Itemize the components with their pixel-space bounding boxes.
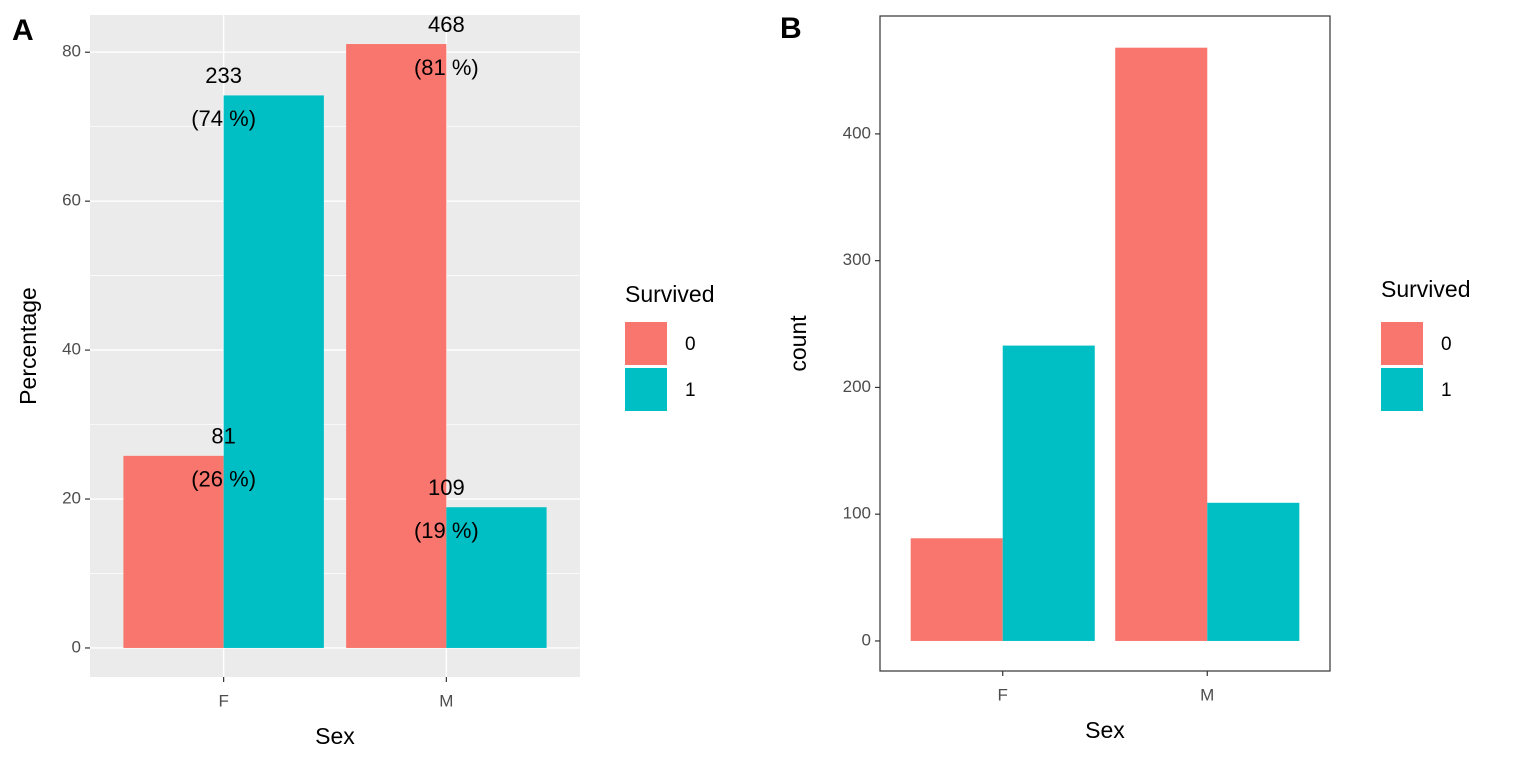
y-axis-title: Percentage bbox=[15, 287, 41, 405]
y-tick-label: 20 bbox=[62, 489, 81, 508]
legend-key bbox=[1381, 368, 1423, 411]
legend-label: 1 bbox=[1441, 380, 1452, 401]
value-label: (81 %) bbox=[414, 55, 479, 80]
panel-tag: B bbox=[780, 12, 802, 45]
bar bbox=[1002, 345, 1095, 641]
legend-label: 0 bbox=[1441, 334, 1452, 355]
value-label: (26 %) bbox=[191, 467, 256, 492]
value-label: (74 %) bbox=[191, 106, 256, 131]
value-label: (19 %) bbox=[414, 518, 479, 543]
legend-key bbox=[1381, 322, 1423, 365]
count-label: 81 bbox=[211, 424, 235, 449]
x-tick-label: M bbox=[1200, 685, 1214, 704]
y-tick-label: 40 bbox=[62, 340, 81, 359]
count-label: 233 bbox=[205, 63, 242, 88]
y-tick-label: 0 bbox=[72, 637, 81, 656]
y-tick-label: 60 bbox=[62, 191, 81, 210]
count-label: 109 bbox=[428, 475, 465, 500]
x-axis-title: Sex bbox=[315, 723, 355, 749]
panel-tag: A bbox=[12, 14, 34, 47]
legend-title: Survived bbox=[1381, 276, 1470, 302]
x-axis-title: Sex bbox=[1085, 717, 1125, 743]
y-tick-label: 400 bbox=[843, 123, 871, 142]
x-tick-label: F bbox=[998, 685, 1008, 704]
bar bbox=[223, 95, 324, 648]
y-tick-label: 0 bbox=[862, 630, 871, 649]
x-tick-label: M bbox=[439, 691, 453, 710]
legend-label: 0 bbox=[685, 334, 696, 355]
bar bbox=[1207, 502, 1300, 641]
y-tick-label: 80 bbox=[62, 42, 81, 61]
legend-title: Survived bbox=[625, 281, 714, 307]
y-tick-label: 100 bbox=[843, 504, 871, 523]
legend-key bbox=[625, 368, 667, 411]
legend-label: 1 bbox=[685, 380, 696, 401]
bar bbox=[910, 538, 1003, 641]
y-axis-title: count bbox=[785, 315, 811, 372]
x-tick-label: F bbox=[218, 691, 228, 710]
bar bbox=[446, 507, 547, 648]
count-label: 468 bbox=[428, 12, 465, 37]
y-tick-label: 200 bbox=[843, 377, 871, 396]
bar bbox=[346, 44, 447, 648]
bar bbox=[1115, 47, 1208, 641]
bar bbox=[123, 455, 224, 648]
legend-key bbox=[625, 322, 667, 365]
y-tick-label: 300 bbox=[843, 250, 871, 269]
